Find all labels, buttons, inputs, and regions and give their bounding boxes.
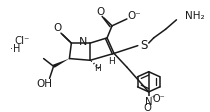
Text: S: S — [140, 39, 147, 52]
Text: OH: OH — [37, 79, 53, 89]
Text: O: O — [53, 23, 62, 33]
Text: H: H — [108, 57, 114, 66]
Text: O⁻: O⁻ — [127, 11, 141, 21]
Text: O: O — [96, 7, 104, 17]
Text: O⁻: O⁻ — [152, 94, 165, 104]
Text: NH₂: NH₂ — [185, 11, 205, 21]
Text: O: O — [144, 103, 152, 112]
Text: N: N — [79, 37, 87, 47]
Text: ⁺: ⁺ — [150, 94, 155, 103]
Text: ·H: ·H — [10, 44, 20, 54]
Text: H: H — [94, 64, 101, 73]
Polygon shape — [52, 59, 69, 68]
Text: Cl⁻: Cl⁻ — [14, 36, 29, 46]
Text: N: N — [145, 97, 152, 107]
